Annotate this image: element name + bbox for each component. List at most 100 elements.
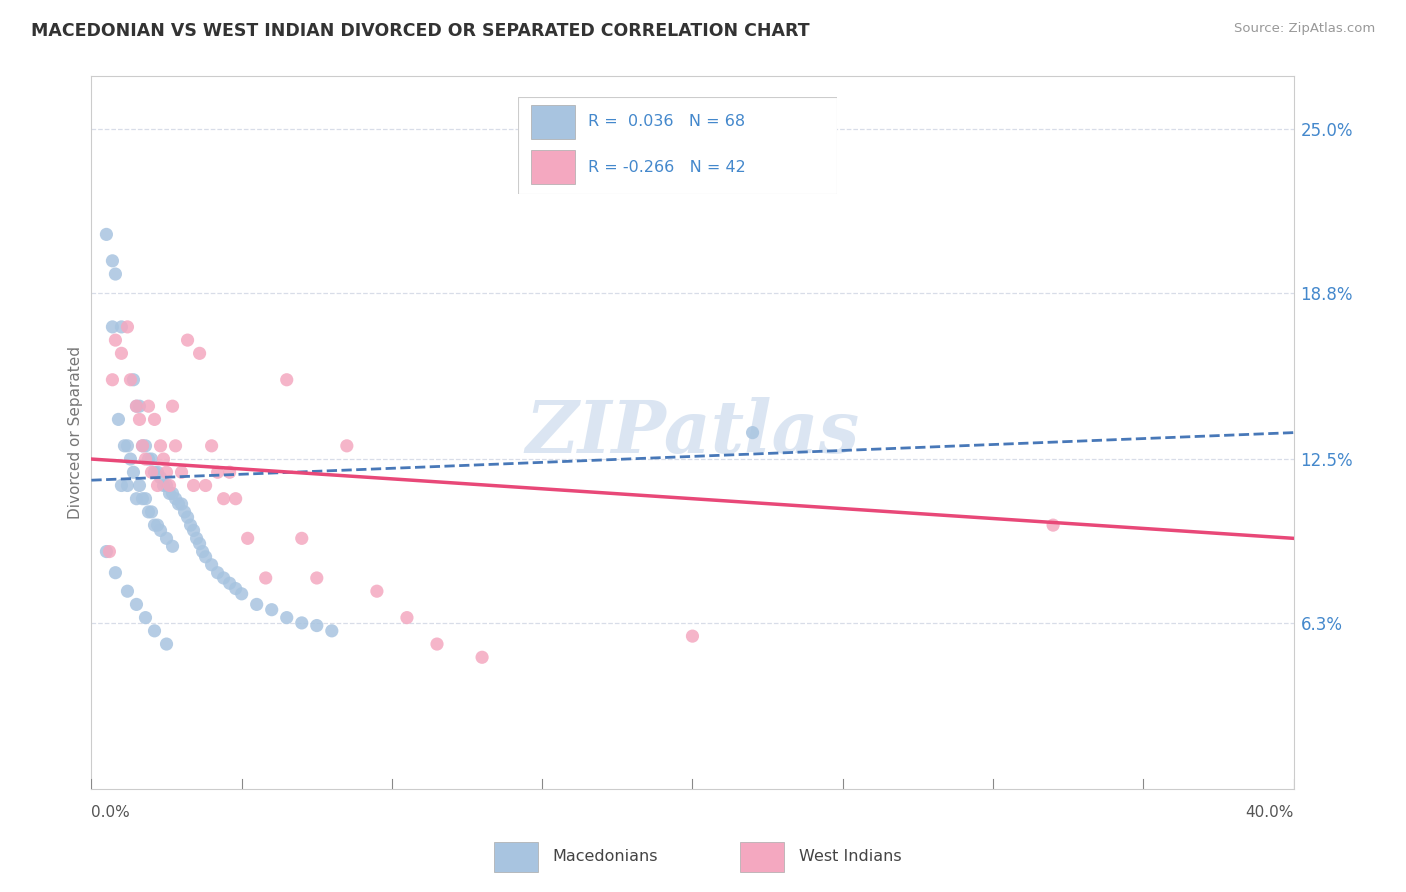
Text: 40.0%: 40.0% <box>1246 805 1294 820</box>
Point <box>141 452 163 467</box>
Point <box>134 610 156 624</box>
Point <box>117 478 139 492</box>
Point <box>218 465 240 479</box>
Point <box>125 399 148 413</box>
Point <box>162 486 184 500</box>
Point <box>125 491 148 506</box>
Point <box>188 346 211 360</box>
Point <box>321 624 343 638</box>
Point <box>146 518 169 533</box>
Point <box>131 439 153 453</box>
Point <box>122 373 145 387</box>
Point <box>225 491 247 506</box>
Point <box>143 518 166 533</box>
Point <box>183 524 205 538</box>
Point <box>212 491 235 506</box>
Point <box>207 465 229 479</box>
Point <box>155 478 177 492</box>
Point <box>149 524 172 538</box>
Point <box>305 618 328 632</box>
Point <box>138 452 160 467</box>
Point <box>155 637 177 651</box>
Text: Source: ZipAtlas.com: Source: ZipAtlas.com <box>1234 22 1375 36</box>
Point <box>162 539 184 553</box>
Y-axis label: Divorced or Separated: Divorced or Separated <box>67 346 83 519</box>
Point <box>143 465 166 479</box>
Point <box>165 439 187 453</box>
Point <box>117 439 139 453</box>
Point <box>218 576 240 591</box>
Point <box>366 584 388 599</box>
Point <box>236 532 259 546</box>
Point <box>471 650 494 665</box>
Point <box>305 571 328 585</box>
Point <box>155 532 177 546</box>
Text: Macedonians: Macedonians <box>553 849 658 864</box>
Point <box>143 624 166 638</box>
Point <box>681 629 703 643</box>
Point <box>141 465 163 479</box>
Point <box>159 478 181 492</box>
Point <box>180 518 202 533</box>
Point <box>107 412 129 426</box>
Point <box>207 566 229 580</box>
Point <box>165 491 187 506</box>
Point <box>96 227 118 242</box>
Point <box>183 478 205 492</box>
Point <box>276 373 298 387</box>
Point <box>291 615 314 630</box>
Point <box>201 558 224 572</box>
Point <box>231 587 253 601</box>
Point <box>138 505 160 519</box>
Text: ZIPatlas: ZIPatlas <box>526 397 859 468</box>
Point <box>110 346 132 360</box>
Point <box>167 497 190 511</box>
Point <box>173 505 195 519</box>
Point <box>134 452 156 467</box>
Point <box>170 497 193 511</box>
Point <box>131 491 153 506</box>
Point <box>194 549 217 564</box>
Text: 0.0%: 0.0% <box>91 805 131 820</box>
Point <box>134 439 156 453</box>
Point <box>254 571 277 585</box>
Text: West Indians: West Indians <box>799 849 901 864</box>
Point <box>134 491 156 506</box>
Point <box>117 319 139 334</box>
Point <box>741 425 763 440</box>
Point <box>128 478 150 492</box>
Point <box>110 478 132 492</box>
Point <box>155 465 177 479</box>
Point <box>426 637 449 651</box>
Point <box>120 452 142 467</box>
Point <box>186 532 208 546</box>
Point <box>101 319 124 334</box>
Point <box>96 544 118 558</box>
Point <box>98 544 121 558</box>
Point <box>1042 518 1064 533</box>
Point <box>131 439 153 453</box>
Point <box>149 470 172 484</box>
Point <box>146 465 169 479</box>
Point <box>149 439 172 453</box>
Point <box>146 478 169 492</box>
Bar <box>494 842 538 872</box>
Point <box>225 582 247 596</box>
Point <box>246 598 269 612</box>
Point <box>162 399 184 413</box>
Point <box>159 486 181 500</box>
Point <box>104 267 127 281</box>
Text: MACEDONIAN VS WEST INDIAN DIVORCED OR SEPARATED CORRELATION CHART: MACEDONIAN VS WEST INDIAN DIVORCED OR SE… <box>31 22 810 40</box>
Point <box>291 532 314 546</box>
Bar <box>740 842 785 872</box>
Point <box>276 610 298 624</box>
Point <box>212 571 235 585</box>
Point <box>122 465 145 479</box>
Point <box>101 253 124 268</box>
Point <box>260 603 283 617</box>
Point <box>128 399 150 413</box>
Point <box>336 439 359 453</box>
Point <box>110 319 132 334</box>
Point <box>191 544 214 558</box>
Point <box>138 399 160 413</box>
